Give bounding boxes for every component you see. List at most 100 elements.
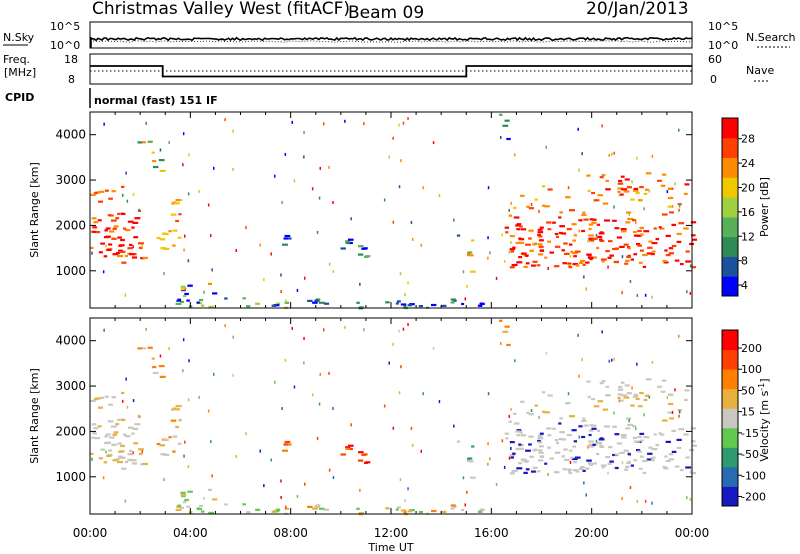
power-cell — [515, 241, 521, 245]
velocity-noise — [621, 497, 623, 501]
power-cell — [667, 196, 674, 200]
velocity-cell — [685, 466, 692, 469]
velocity-cell — [452, 505, 457, 508]
velocity-cell — [627, 423, 634, 426]
velocity-cell — [556, 441, 559, 445]
power-cell — [605, 188, 611, 191]
power-cell — [184, 292, 189, 296]
power-cell — [91, 230, 96, 233]
velocity-noise — [689, 497, 691, 501]
power-cell — [538, 253, 544, 256]
y-tick-label: 2000 — [55, 218, 86, 232]
velocity-cell — [538, 441, 543, 444]
velocity-cell — [255, 508, 261, 511]
velocity-cell — [208, 511, 214, 514]
power-cell — [105, 227, 111, 230]
power-cell — [537, 233, 541, 237]
velocity-cell — [175, 425, 179, 429]
velocity-cell — [678, 428, 685, 431]
velocity-cell — [523, 471, 528, 474]
power-noise — [203, 290, 205, 294]
power-noise — [651, 295, 653, 299]
power-noise — [280, 273, 282, 277]
velocity-cell — [623, 449, 629, 452]
velocity-cell — [608, 446, 613, 449]
power-cell — [573, 234, 578, 237]
power-cell — [678, 222, 685, 225]
velocity-cell — [659, 433, 665, 436]
velocity-cell — [619, 451, 625, 454]
power-cell — [572, 239, 577, 242]
power-cell — [520, 194, 525, 197]
velocity-cell — [515, 447, 521, 451]
power-noise — [621, 291, 623, 295]
velocity-cell — [187, 490, 193, 493]
power-noise — [211, 268, 213, 272]
velocity-cell — [620, 381, 625, 384]
power-cell — [596, 246, 600, 250]
velocity-ticks: 4000 3000 2000 1000 — [55, 318, 692, 514]
power-cell — [526, 205, 530, 208]
velocity-noise — [578, 374, 580, 378]
power-noise — [91, 251, 93, 255]
power-cell — [570, 250, 574, 253]
power-cell — [198, 298, 204, 302]
power-cell — [100, 242, 105, 245]
power-cell — [601, 174, 606, 177]
velocity-cell — [502, 330, 509, 333]
power-cell — [537, 228, 543, 231]
velocity-noise — [613, 357, 615, 361]
power-cell — [588, 227, 592, 231]
power-cell — [137, 141, 143, 144]
power-cell — [582, 211, 586, 214]
power-noise — [270, 252, 272, 256]
velocity-noise — [211, 474, 213, 478]
y-tick-label: 1000 — [55, 264, 86, 278]
power-cell — [275, 302, 281, 305]
velocity-cell — [597, 400, 603, 403]
velocity-cell — [591, 424, 597, 427]
power-cell — [315, 299, 319, 302]
velocity-cell — [585, 467, 590, 470]
power-cell — [568, 266, 573, 269]
velocity-noise — [501, 439, 504, 443]
velocity-noise — [187, 465, 190, 469]
velocity-cell — [92, 431, 96, 434]
power-noise — [601, 124, 603, 128]
power-cell — [538, 239, 544, 242]
velocity-cell — [531, 470, 536, 473]
velocity-colorbar-frame — [721, 329, 739, 507]
power-noise — [103, 122, 105, 126]
power-cell — [168, 230, 172, 233]
velocity-cell — [516, 429, 522, 432]
velocity-cell — [630, 464, 634, 467]
velocity-cell — [547, 446, 551, 449]
velocity-cell — [646, 458, 653, 461]
velocity-cell — [617, 388, 624, 391]
velocity-cell — [671, 450, 677, 453]
velocity-cell — [563, 448, 568, 451]
velocity-cell — [596, 429, 600, 432]
power-noise — [363, 122, 365, 126]
power-cell — [671, 223, 676, 226]
velocity-cell — [477, 510, 483, 513]
power-cell — [637, 244, 642, 247]
power-cell — [561, 249, 565, 252]
power-cell — [255, 302, 261, 305]
velocity-noise — [510, 447, 512, 450]
velocity-cell — [122, 433, 127, 436]
power-cell — [651, 242, 658, 245]
power-ylabel: Slant Range [km] — [28, 162, 41, 258]
nsearch-tick-high: 10^5 — [708, 20, 738, 33]
power-cell — [612, 219, 617, 222]
power-noise — [613, 205, 615, 209]
velocity-cell — [131, 462, 138, 465]
power-noise — [643, 207, 645, 211]
velocity-cell — [541, 391, 546, 394]
power-noise — [259, 243, 261, 247]
velocity-noise — [510, 407, 512, 411]
power-noise — [332, 201, 334, 204]
power-cell — [515, 224, 521, 227]
velocity-cell — [568, 449, 573, 452]
x-tick-label: 16:00 — [474, 526, 509, 540]
